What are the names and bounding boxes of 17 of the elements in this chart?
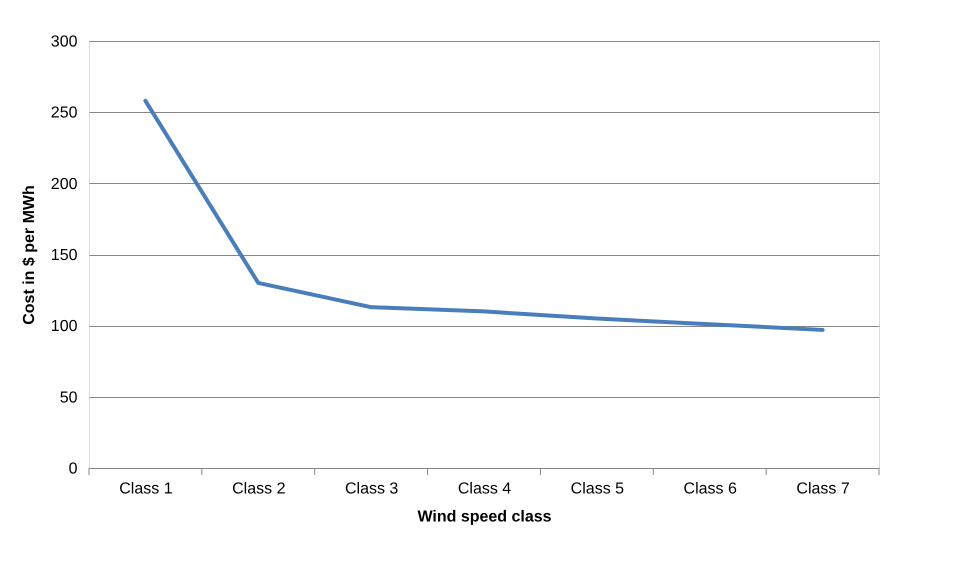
y-tick-label: 50: [60, 389, 78, 406]
y-tick-label: 0: [68, 460, 78, 478]
x-tick-label: Class 1: [119, 480, 173, 498]
y-axis-title: Cost in $ per MWh: [20, 185, 38, 325]
x-tick-label: Class 6: [684, 480, 737, 498]
x-tick-label: Class 4: [458, 480, 512, 498]
x-tick-label: Class 5: [570, 480, 624, 498]
y-tick-label: 100: [50, 318, 78, 336]
x-axis-title: Wind speed class: [417, 508, 552, 526]
x-tick-label: Class 7: [796, 480, 850, 498]
y-tick-label: 250: [50, 104, 78, 122]
x-tick-label: Class 3: [344, 480, 398, 498]
y-tick-label: 150: [50, 247, 78, 264]
line-series: [143, 98, 825, 332]
x-tick-label: Class 2: [232, 480, 286, 498]
y-tick-label: 300: [50, 34, 78, 50]
y-tick-label: 200: [50, 176, 78, 193]
